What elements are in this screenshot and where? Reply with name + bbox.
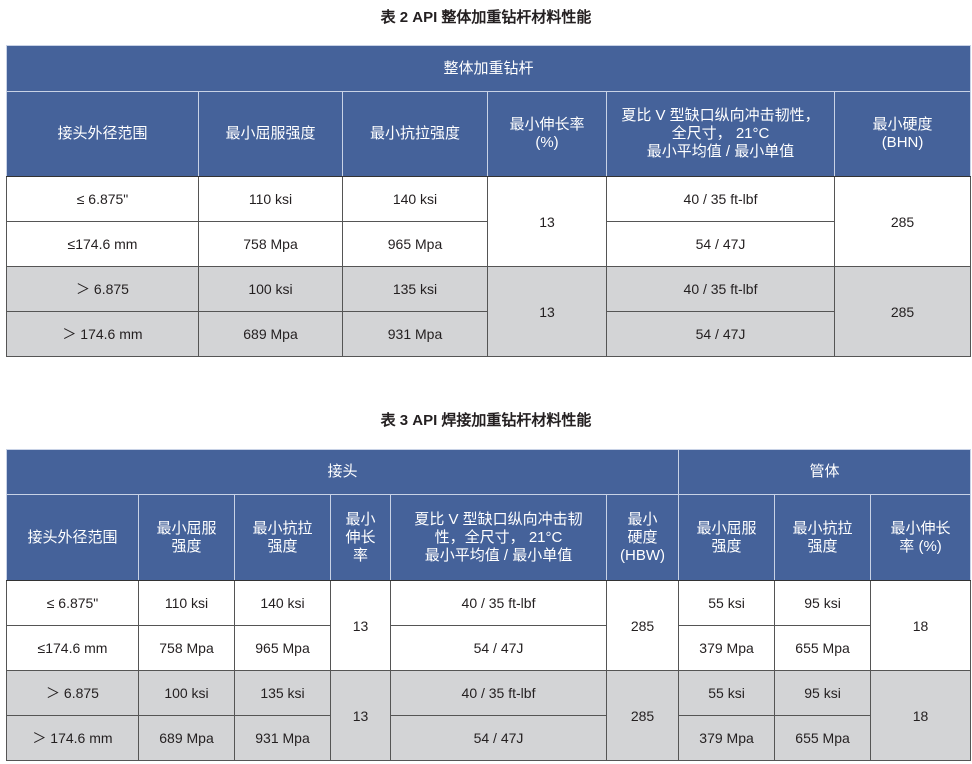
ptensile-cell: 655 Mpa: [774, 715, 872, 761]
table3-title: 表 3 API 焊接加重钻杆材料性能: [380, 412, 592, 429]
pyield-cell: 379 Mpa: [678, 715, 776, 761]
yield-cell: 689 Mpa: [198, 311, 343, 357]
column-header: 最小 硬度 (HBW): [605, 494, 680, 581]
range-cell: ≤ 6.875": [6, 580, 139, 626]
column-header: 接头外径范围: [6, 91, 199, 177]
group-header-joint: 接头: [5, 449, 680, 495]
tensile-cell: 965 Mpa: [342, 221, 488, 267]
hard-cell: 285: [605, 670, 680, 761]
yield-cell: 110 ksi: [198, 176, 343, 222]
table2-title: 表 2 API 整体加重钻杆材料性能: [380, 9, 592, 26]
group-header-pipe: 管体: [678, 449, 972, 495]
range-cell: ＞ 174.6 mm: [6, 715, 139, 761]
tensile-cell: 931 Mpa: [342, 311, 488, 357]
table-row: ≤174.6 mm 758 Mpa 965 Mpa 54 / 47J: [6, 221, 971, 267]
column-header: 最小抗拉 强度: [774, 494, 872, 581]
table-row: ＞ 6.875 100 ksi 135 ksi 13 40 / 35 ft-lbf 285: [6, 266, 972, 357]
tensile-cell: 135 ksi: [342, 266, 488, 312]
hard-cell: 285: [605, 580, 680, 671]
column-header: 最小抗拉 强度: [234, 494, 331, 581]
pelong-cell: 18: [870, 580, 972, 671]
elong-cell: 13: [487, 266, 607, 357]
table3: 接头 管体 接头外径范围 最小屈服 强度 最小抗拉 强度 最小 伸长 率夏比 V 型缺…: [5, 449, 972, 761]
column-header: 最小伸长率 (%): [487, 91, 607, 177]
range-cell: ≤174.6 mm: [6, 625, 139, 671]
ptensile-cell: 655 Mpa: [774, 625, 872, 671]
pyield-cell: 379 Mpa: [678, 625, 776, 671]
column-header: 夏比 V 型缺口纵向冲击韧性， 全尺寸， 21°C 最小平均值 / 最小单值: [606, 91, 835, 177]
elong-cell: 13: [330, 670, 391, 761]
hard-cell: 285: [833, 266, 972, 357]
column-header: 最小屈服 强度: [678, 494, 776, 581]
column-header: 最小伸长 率 (%): [870, 494, 972, 581]
impact-cell: 54 / 47J: [390, 625, 607, 671]
header-row: 接头外径范围 最小屈服强度 最小抗拉强度 最小伸长率 (%) 夏比 V 型缺口纵向冲击韧…: [6, 91, 972, 177]
elong-cell: 13: [330, 580, 391, 671]
table-row: ≤174.6 mm 758 Mpa 965 Mpa 54 / 47J 379 Mpa 65…: [6, 625, 971, 671]
table-row: ＞ 174.6 mm 689 Mpa 931 Mpa 54 / 47J 379 Mpa 6…: [6, 715, 971, 761]
range-cell: ≤174.6 mm: [6, 221, 199, 267]
range-cell: ＞ 6.875: [6, 670, 139, 716]
impact-cell: 54 / 47J: [606, 221, 835, 267]
impact-cell: 40 / 35 ft-lbf: [390, 580, 607, 626]
column-header: 最小抗拉强度: [342, 91, 488, 177]
column-header: 最小屈服 强度: [138, 494, 235, 581]
tensile-cell: 931 Mpa: [234, 715, 331, 761]
table-row: ＞ 6.875 100 ksi 135 ksi 13 40 / 35 ft-lbf 285…: [6, 670, 972, 761]
column-header: 最小屈服强度: [198, 91, 343, 177]
impact-cell: 54 / 47J: [390, 715, 607, 761]
tensile-cell: 140 ksi: [342, 176, 488, 222]
table-row: ≤ 6.875" 110 ksi 140 ksi 13 40 / 35 ft-lbf 28…: [6, 580, 972, 671]
impact-cell: 40 / 35 ft-lbf: [606, 266, 835, 312]
yield-cell: 110 ksi: [138, 580, 235, 626]
table-row: ＞ 174.6 mm 689 Mpa 931 Mpa 54 / 47J: [6, 311, 971, 357]
column-header: 夏比 V 型缺口纵向冲击韧 性，全尺寸， 21°C 最小平均值 / 最小单值: [390, 494, 607, 581]
hard-cell: 285: [833, 176, 972, 267]
pyield-cell: 55 ksi: [678, 670, 776, 716]
tensile-cell: 965 Mpa: [234, 625, 331, 671]
impact-cell: 40 / 35 ft-lbf: [390, 670, 607, 716]
table2: 整体加重钻杆 接头外径范围 最小屈服强度 最小抗拉强度 最小伸长率 (%) 夏比 V 型…: [5, 45, 972, 357]
column-header: 最小 伸长 率: [330, 494, 391, 581]
yield-cell: 689 Mpa: [138, 715, 235, 761]
range-cell: ＞ 174.6 mm: [6, 311, 199, 357]
ptensile-cell: 95 ksi: [774, 580, 872, 626]
tensile-cell: 140 ksi: [234, 580, 331, 626]
header-row: 接头外径范围 最小屈服 强度 最小抗拉 强度 最小 伸长 率夏比 V 型缺口纵向冲击韧…: [6, 494, 972, 581]
column-header: 接头外径范围: [6, 494, 139, 581]
impact-cell: 54 / 47J: [606, 311, 835, 357]
yield-cell: 100 ksi: [138, 670, 235, 716]
range-cell: ≤ 6.875": [6, 176, 199, 222]
group-header: 整体加重钻杆: [5, 45, 972, 92]
impact-cell: 40 / 35 ft-lbf: [606, 176, 835, 222]
tensile-cell: 135 ksi: [234, 670, 331, 716]
ptensile-cell: 95 ksi: [774, 670, 872, 716]
elong-cell: 13: [487, 176, 607, 267]
column-header: 最小硬度 (BHN): [833, 91, 972, 177]
yield-cell: 758 Mpa: [138, 625, 235, 671]
range-cell: ＞ 6.875: [6, 266, 199, 312]
pyield-cell: 55 ksi: [678, 580, 776, 626]
table-row: ≤ 6.875" 110 ksi 140 ksi 13 40 / 35 ft-lbf 28…: [6, 176, 972, 267]
yield-cell: 758 Mpa: [198, 221, 343, 267]
yield-cell: 100 ksi: [198, 266, 343, 312]
pelong-cell: 18: [870, 670, 972, 761]
